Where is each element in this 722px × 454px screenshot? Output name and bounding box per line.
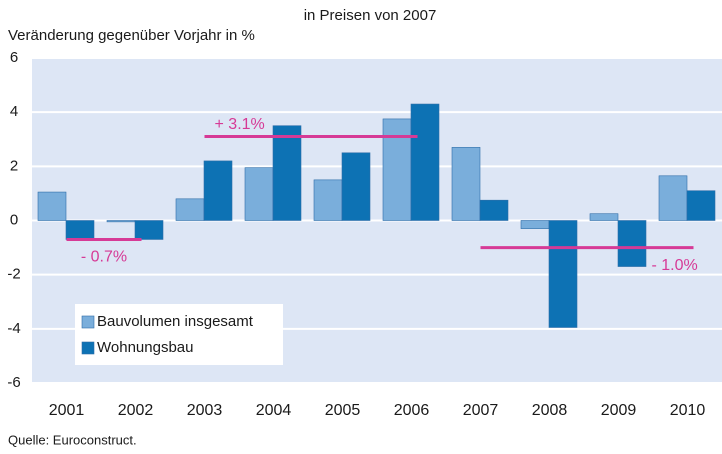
legend-box (75, 304, 283, 365)
y-axis-label: Veränderung gegenüber Vorjahr in % (8, 27, 255, 44)
y-tick-label: -2 (7, 266, 20, 283)
y-tick-label: 2 (10, 157, 18, 174)
legend-label: Bauvolumen insgesamt (97, 313, 254, 330)
y-tick-label: -6 (7, 374, 20, 391)
bar (479, 199, 509, 221)
bar (175, 198, 205, 221)
x-tick-label: 2002 (118, 402, 154, 419)
legend-swatch (81, 315, 95, 329)
bar (272, 125, 302, 221)
y-tick-label: 6 (10, 49, 18, 66)
bar (658, 175, 688, 221)
bar (37, 191, 67, 221)
annotation-label: - 1.0% (652, 257, 698, 274)
bar (617, 220, 647, 267)
y-tick-label: 0 (10, 211, 18, 228)
chart-title: in Preisen von 2007 (304, 7, 437, 24)
bar (382, 118, 412, 221)
bar (65, 220, 95, 240)
bar (548, 220, 578, 328)
bar (106, 220, 136, 223)
bar (520, 220, 550, 229)
bar (451, 147, 481, 221)
legend-label: Wohnungsbau (97, 339, 193, 356)
annotation-label: - 0.7% (81, 249, 127, 266)
bar (203, 160, 233, 221)
annotation-label: + 3.1% (215, 116, 265, 133)
legend-swatch (81, 341, 95, 355)
x-tick-label: 2004 (256, 402, 292, 419)
x-tick-label: 2003 (187, 402, 223, 419)
x-tick-label: 2001 (49, 402, 85, 419)
x-tick-label: 2009 (601, 402, 637, 419)
x-tick-label: 2005 (325, 402, 361, 419)
x-tick-label: 2006 (394, 402, 430, 419)
y-tick-label: -4 (7, 320, 20, 337)
bar (244, 167, 274, 221)
x-tick-label: 2007 (463, 402, 499, 419)
bar (341, 152, 371, 221)
x-tick-label: 2010 (670, 402, 706, 419)
bar (686, 190, 716, 221)
x-tick-label: 2008 (532, 402, 568, 419)
source: Quelle: Euroconstruct. (8, 432, 137, 447)
y-tick-label: 4 (10, 103, 18, 120)
bar (313, 179, 343, 221)
bar (589, 213, 619, 221)
bar (410, 103, 440, 221)
bar (134, 220, 164, 240)
